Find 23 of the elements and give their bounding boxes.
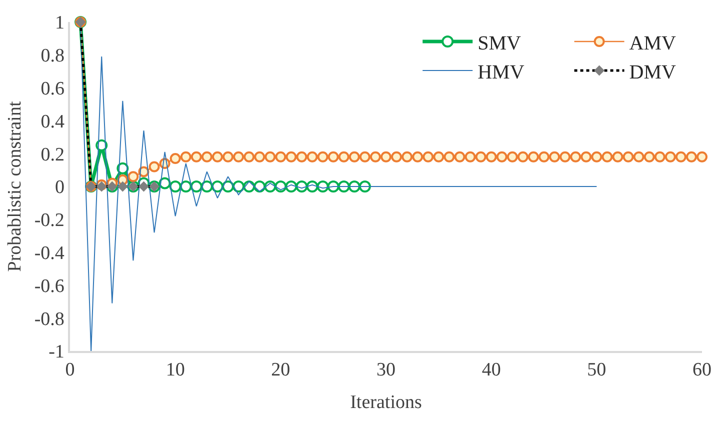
y-tick-label: 1	[54, 12, 64, 34]
x-tick-label: 50	[587, 360, 606, 381]
legend-label: AMV	[629, 32, 677, 54]
y-tick-label: -1	[48, 342, 64, 363]
y-tick-label: 0	[54, 177, 64, 198]
y-tick-label: 0.6	[40, 78, 64, 100]
legend-label: DMV	[629, 61, 677, 84]
y-tick-label: -0.2	[34, 210, 64, 232]
x-tick-label: 30	[376, 360, 396, 381]
y-tick-label: 0.2	[40, 144, 64, 166]
y-tick-label: 0.8	[40, 46, 64, 67]
legend-label: HMV	[478, 61, 525, 84]
y-tick-label: 0.4	[40, 111, 65, 132]
y-tick-label: -0.6	[34, 276, 64, 297]
y-tick-label: -0.8	[34, 308, 64, 330]
y-axis-title: Probablistic constraint	[4, 100, 26, 272]
x-tick-label: 20	[271, 360, 290, 381]
x-tick-label: 40	[482, 360, 501, 381]
x-tick-label: 60	[692, 360, 712, 381]
y-tick-label: -0.4	[34, 242, 65, 264]
legend-label: SMV	[478, 32, 522, 54]
x-axis-title: Iterations	[350, 392, 422, 413]
x-tick-label: 10	[166, 360, 185, 381]
